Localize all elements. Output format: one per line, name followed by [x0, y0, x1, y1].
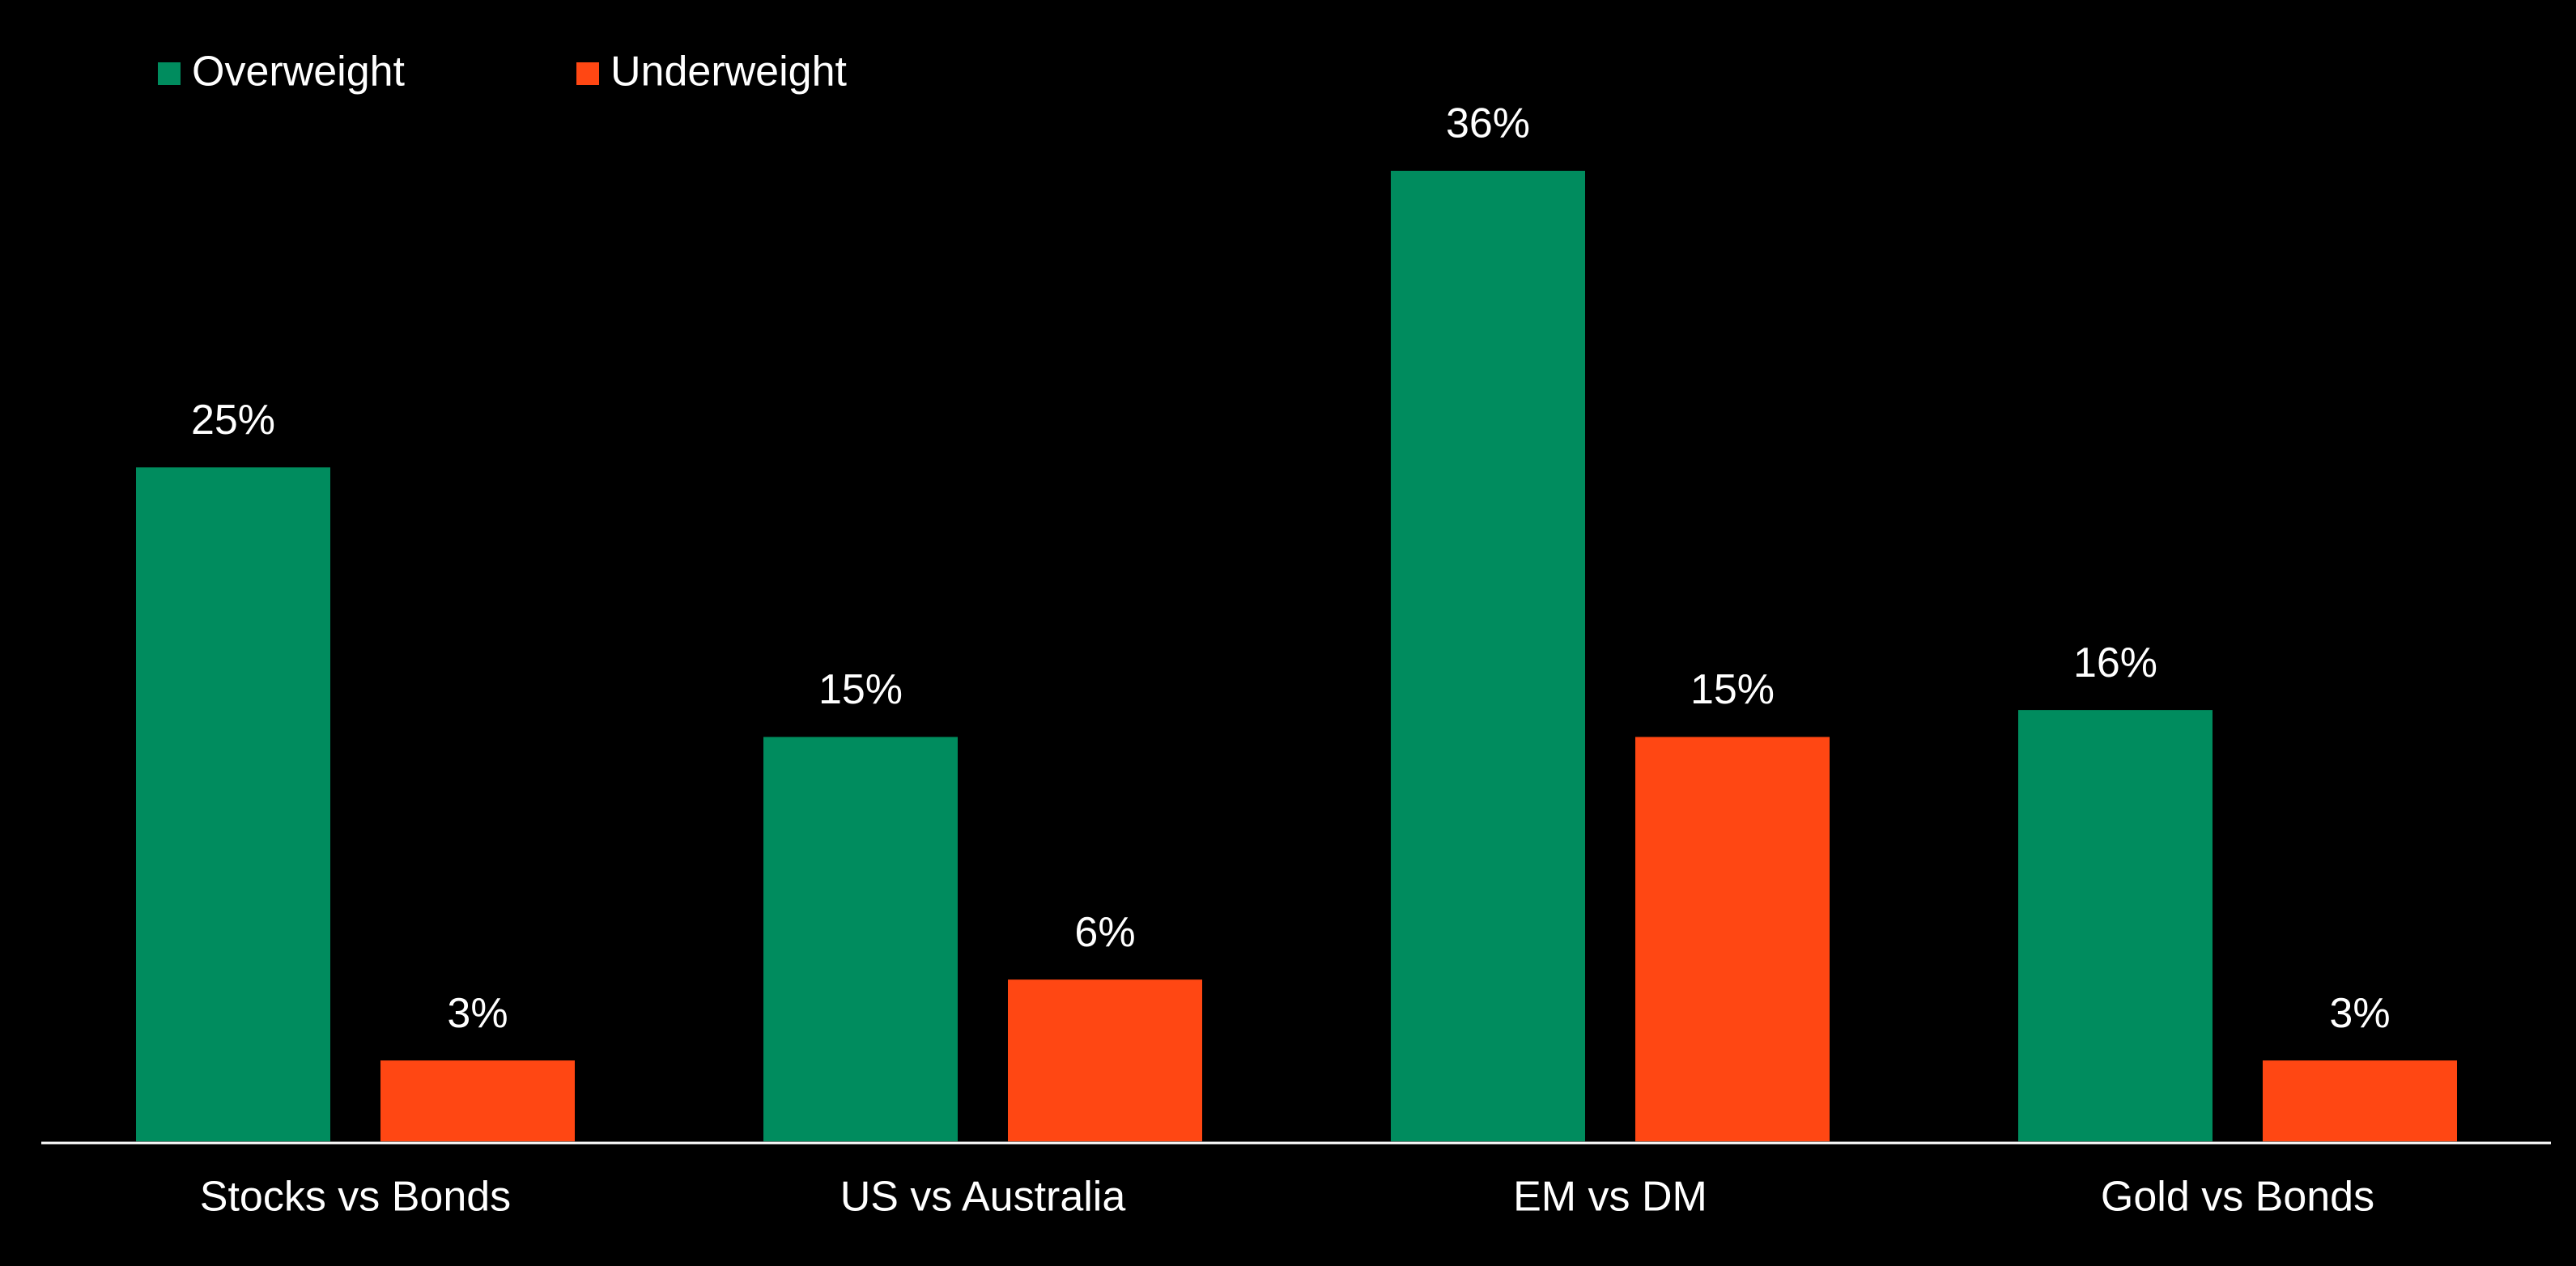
- bar: [763, 737, 958, 1141]
- bar: [1008, 979, 1202, 1141]
- bar: [1391, 171, 1585, 1141]
- bar: [1635, 737, 1830, 1141]
- bar: [380, 1060, 575, 1141]
- value-label: 3%: [2329, 990, 2390, 1037]
- legend-swatch: [158, 62, 181, 85]
- value-label: 15%: [818, 666, 903, 713]
- x-tick-label: Stocks vs Bonds: [200, 1174, 511, 1221]
- x-tick-label: Gold vs Bonds: [2101, 1174, 2374, 1221]
- legend-label: Underweight: [610, 49, 847, 96]
- value-label: 36%: [1446, 100, 1530, 147]
- x-tick-label: EM vs DM: [1513, 1174, 1707, 1221]
- legend-swatch: [576, 62, 599, 85]
- value-label: 16%: [2073, 639, 2157, 686]
- bar: [2263, 1060, 2457, 1141]
- x-tick-label: US vs Australia: [840, 1174, 1126, 1221]
- value-label: 6%: [1074, 909, 1135, 956]
- bar: [2018, 710, 2213, 1141]
- bar: [136, 467, 330, 1141]
- value-label: 25%: [191, 397, 275, 444]
- legend-label: Overweight: [192, 49, 406, 96]
- value-label: 3%: [447, 990, 508, 1037]
- value-label: 15%: [1690, 666, 1775, 713]
